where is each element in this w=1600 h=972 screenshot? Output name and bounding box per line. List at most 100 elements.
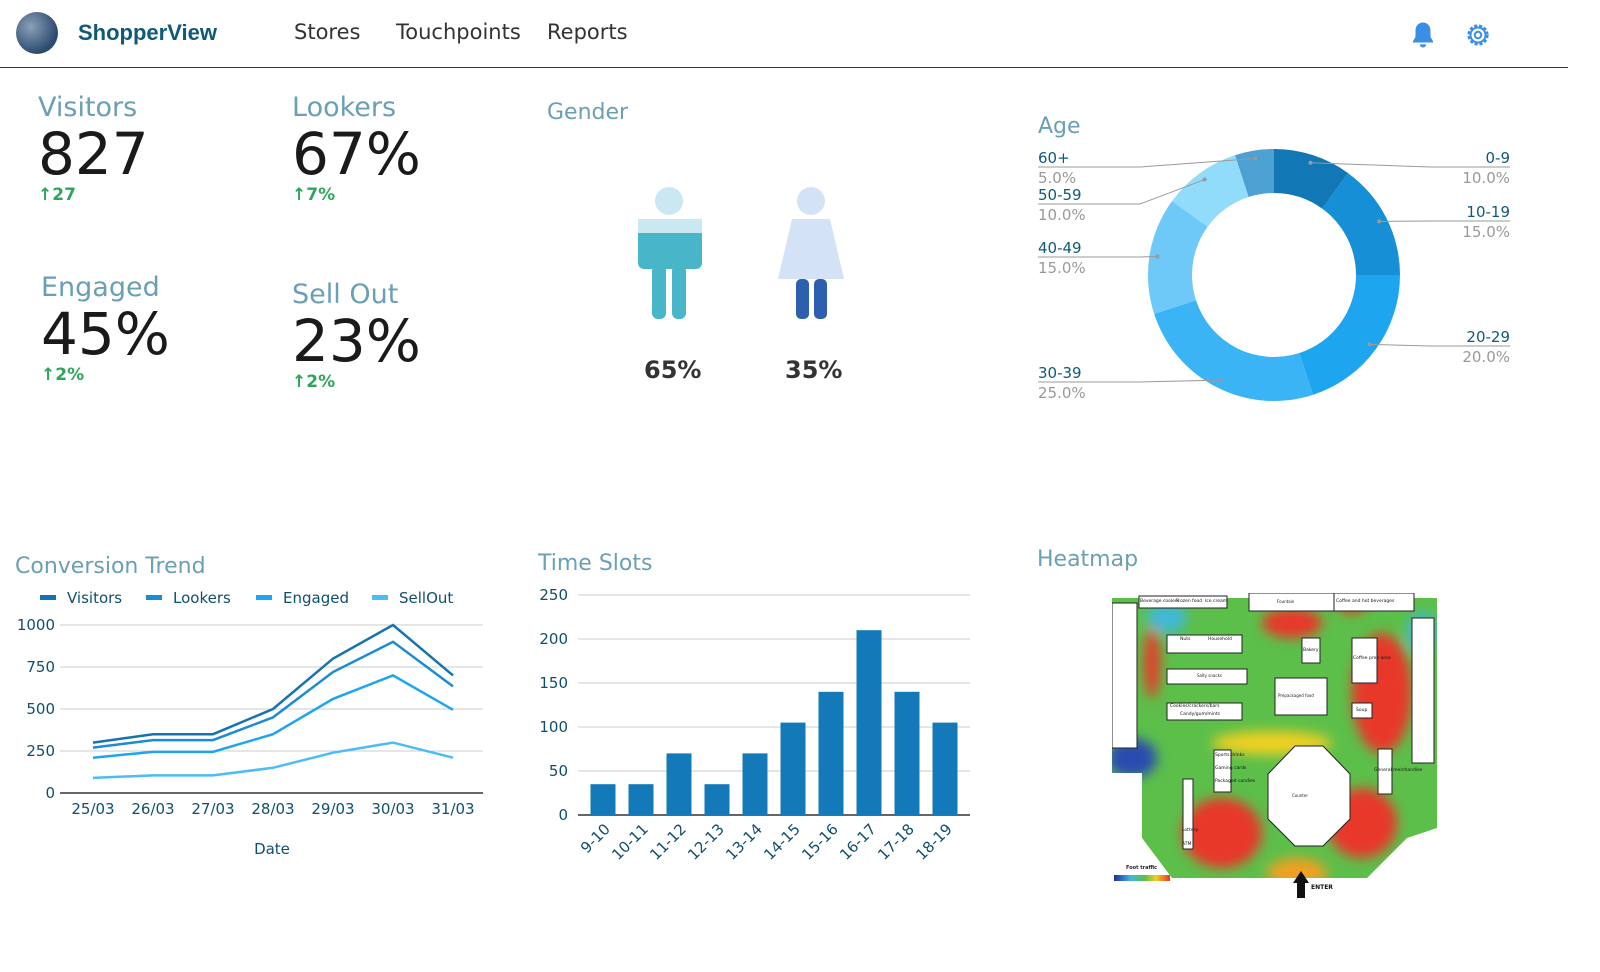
label-lottery: Lottery [1182,828,1198,833]
label-candy-gum-mints: Candy/gum/mints [1180,712,1220,717]
bell-icon[interactable] [1408,20,1438,50]
age-slice-10-19 [1322,173,1400,275]
age-percent: 15.0% [1462,223,1510,241]
bar-17-18 [894,691,920,815]
age-label: 10-19 [1466,203,1510,221]
label-frozen-food: Frozen food [1176,599,1203,604]
legend-visitors: Visitors [67,589,122,607]
kpi-value: 45% [41,300,170,368]
y-tick-label: 250 [26,742,55,760]
leader-dot [1253,156,1258,161]
logo-globe-icon[interactable] [16,12,58,54]
age-slice-30-39 [1154,300,1313,401]
nav-reports[interactable]: Reports [547,20,628,44]
bar-10-11 [628,784,654,815]
x-axis-label: Date [254,840,290,858]
leader-line [1310,162,1510,168]
gear-icon[interactable] [1463,20,1493,50]
leader-dot [1202,177,1207,182]
legend-swatch [40,595,56,600]
kpi-delta-value: 27 [52,185,76,205]
x-tick-label: 31/03 [431,800,474,818]
kpi-delta: ↑7% [292,185,421,205]
series-line-engaged [92,674,454,759]
label-gaming-cards: Gaming cards [1215,766,1247,771]
age-label: 20-29 [1466,328,1510,346]
kpi-lookers: Lookers 67% ↑7% [292,92,421,205]
time-slots-chart: 0501001502002509-1010-1111-1212-1313-141… [539,586,970,864]
label-prepackaged-food: Prepackaged food [1278,693,1314,698]
y-tick-label: 0 [45,784,55,802]
kpi-delta: ↑2% [292,372,421,392]
label-cookies-crackers-bars: Cookies/crackers/bars [1170,704,1220,709]
age-label: 60+ [1038,149,1070,167]
age-label: 0-9 [1486,149,1511,167]
series-line-visitors [92,623,454,744]
age-percent: 10.0% [1038,206,1086,224]
kpi-visitors: Visitors 827 ↑27 [38,92,149,205]
nav-touchpoints[interactable]: Touchpoints [396,20,521,44]
label-fountain: Fountain [1277,599,1295,604]
age-slice-50-59 [1172,155,1249,227]
x-tick-label: 12-13 [684,820,728,864]
female-figure-icon [778,187,844,319]
y-tick-label: 500 [26,700,55,718]
y-tick-label: 250 [539,586,568,604]
female-percentage: 35% [785,356,843,384]
leader-dot [1377,219,1382,224]
leader-dot [1218,378,1223,383]
age-label: 40-49 [1038,239,1082,257]
arrow-up-icon: ↑ [41,365,56,385]
time-slots-title: Time Slots [538,551,653,576]
x-tick-label: 25/03 [71,800,114,818]
label-soup: Soup [1356,708,1368,713]
kpi-label: Visitors [38,92,138,123]
age-percent: 20.0% [1462,348,1510,366]
brand-name[interactable]: ShopperView [78,20,217,45]
y-tick-label: 50 [549,762,568,780]
age-label: 50-59 [1038,186,1082,204]
male-percentage: 65% [644,356,702,384]
kpi-value: 827 [38,120,149,188]
x-tick-label: 27/03 [191,800,234,818]
heatmap-legend-title: Foot traffic [1126,865,1157,871]
age-slice-60+ [1235,149,1274,198]
bar-15-16 [818,691,844,815]
y-tick-label: 150 [539,674,568,692]
bar-9-10 [590,784,616,815]
legend-sellout: SellOut [399,589,453,607]
kpi-delta-value: 2% [306,372,336,392]
x-tick-label: 14-15 [760,820,804,864]
conversion-trend-chart: 0 250 500 750 1000 25/03 26/03 27/03 28/03 29/03 3… [17,589,483,858]
y-tick-label: 0 [558,806,568,824]
label-entrance: ENTER [1311,884,1333,891]
gender-title: Gender [547,100,629,125]
age-label: 30-39 [1038,364,1082,382]
leader-line [1038,379,1221,383]
age-percent: 10.0% [1462,169,1510,187]
bar-14-15 [780,722,806,815]
series-line-lookers [92,640,454,749]
kpi-delta-value: 2% [55,365,85,385]
label-counter: Counter [1292,793,1308,798]
arrow-up-icon: ↑ [292,185,307,205]
kpi-delta: ↑2% [41,365,170,385]
kpi-label: Sell Out [292,279,399,310]
label-ice-cream: Ice cream [1205,599,1228,604]
nav-stores[interactable]: Stores [294,20,361,44]
label-coffee-hot-beverages: Coffee and hot beverages [1336,599,1395,604]
label-beverage-coolers: Beverage coolers [1140,599,1180,604]
store-heatmap[interactable]: Foot traffic Counter Fountain Prepackage… [1111,592,1437,898]
x-tick-label: 26/03 [131,800,174,818]
bar-18-19 [932,722,958,815]
label-packaged-candies: Packaged candies [1215,779,1256,784]
bar-12-13 [704,784,730,815]
label-household: Household [1208,637,1232,642]
bar-16-17 [856,630,882,815]
leader-line [1038,179,1205,205]
kpi-label: Lookers [292,92,397,123]
kpi-value: 23% [292,307,421,375]
arrow-up-icon: ↑ [38,185,53,205]
x-tick-label: 16-17 [836,820,880,864]
x-tick-label: 10-11 [608,820,652,864]
